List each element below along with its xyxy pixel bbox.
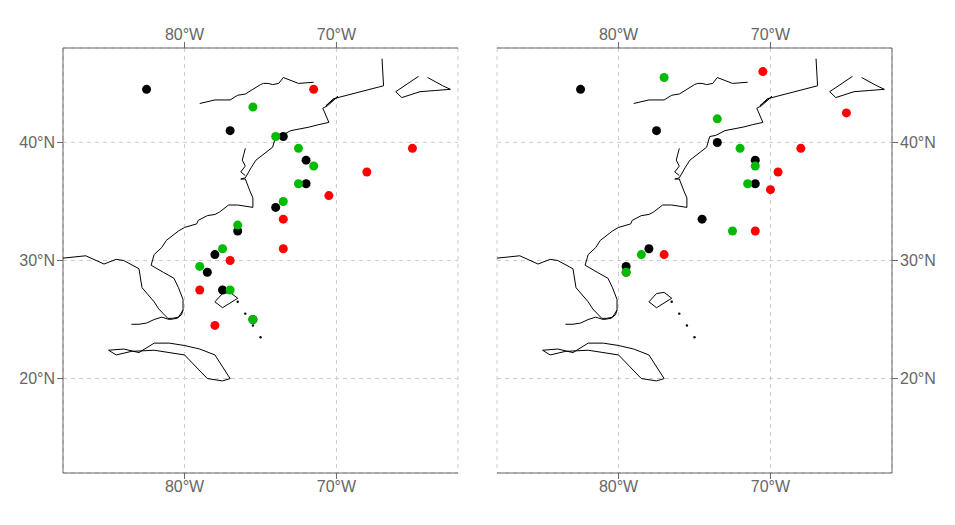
svg-text:70°W: 70°W — [317, 478, 357, 495]
svg-text:40°N: 40°N — [900, 134, 936, 151]
svg-text:70°W: 70°W — [751, 26, 791, 43]
svg-text:80°W: 80°W — [165, 26, 205, 43]
svg-text:40°N: 40°N — [19, 134, 55, 151]
svg-text:80°W: 80°W — [165, 478, 205, 495]
svg-text:30°N: 30°N — [19, 252, 55, 269]
svg-text:70°W: 70°W — [751, 478, 791, 495]
svg-text:20°N: 20°N — [900, 370, 936, 387]
svg-text:20°N: 20°N — [19, 370, 55, 387]
svg-text:80°W: 80°W — [599, 26, 639, 43]
svg-text:70°W: 70°W — [317, 26, 357, 43]
svg-text:80°W: 80°W — [599, 478, 639, 495]
svg-text:30°N: 30°N — [900, 252, 936, 269]
